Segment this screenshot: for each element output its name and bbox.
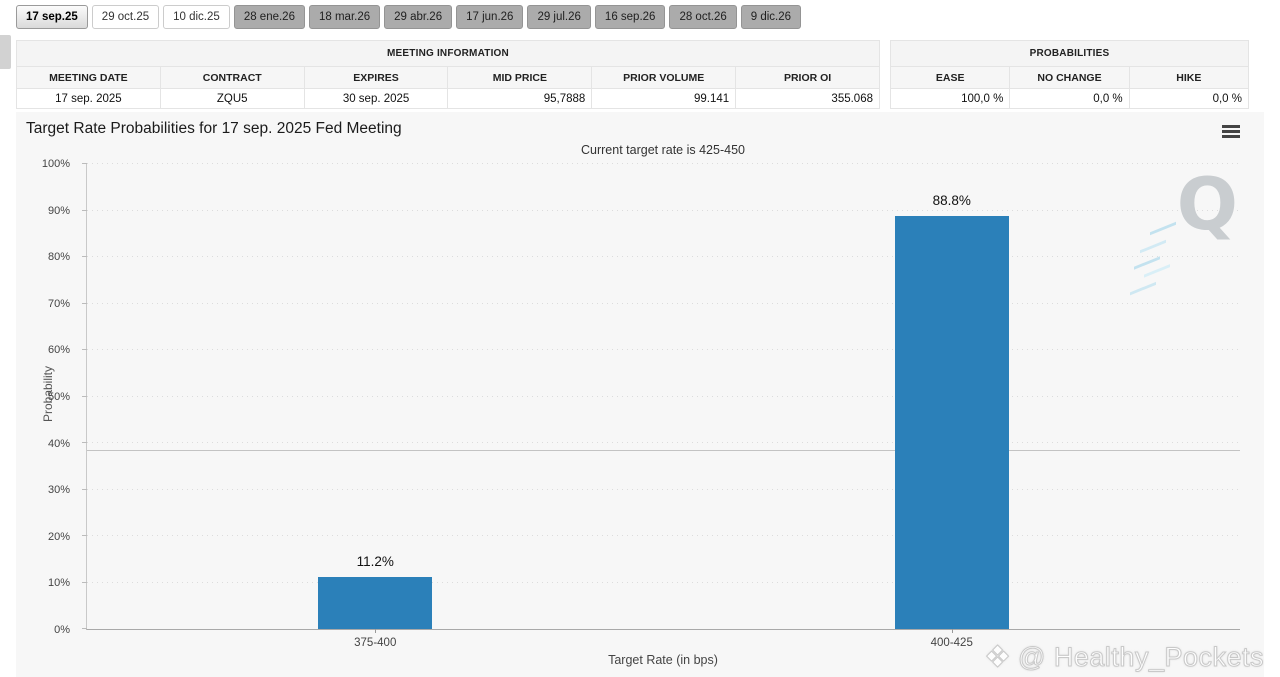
meeting-date-value: 17 sep. 2025 — [16, 88, 161, 109]
gridline — [87, 488, 1240, 490]
chart-panel: Target Rate Probabilities for 17 sep. 20… — [16, 112, 1264, 677]
gridline — [87, 349, 1240, 350]
y-axis-tick-mark — [82, 349, 87, 350]
y-axis-tick-label: 80% — [47, 251, 70, 264]
watermark: ❖ @ Healthy_Pockets — [984, 642, 1264, 673]
mid-price-value: 95,7888 — [447, 88, 593, 109]
reference-line — [87, 450, 1240, 452]
bar-400-425[interactable] — [894, 216, 1009, 629]
x-axis-tick-mark — [375, 629, 377, 633]
col-mid-price: MID PRICE — [447, 66, 593, 89]
y-axis-tick-label: 100% — [41, 158, 70, 170]
bar-375-400[interactable] — [318, 576, 433, 629]
y-axis-tick-label: 20% — [47, 530, 70, 543]
bar-value-label: 11.2% — [356, 553, 394, 569]
y-axis-tick-mark — [82, 535, 87, 536]
hamburger-menu-icon[interactable] — [1222, 125, 1240, 140]
tab-17-jun-26[interactable]: 17 jun.26 — [456, 5, 524, 29]
diamond-compass-icon: ❖ — [984, 640, 1012, 674]
col-hike: HIKE — [1128, 66, 1250, 89]
probabilities-title: PROBABILITIES — [890, 40, 1249, 67]
meeting-date-tabs: 17 sep.25 29 oct.25 10 dic.25 28 ene.26 18 m… — [16, 5, 802, 29]
tab-16-sep-26[interactable]: 16 sep.26 — [594, 5, 666, 29]
tab-18-mar-26[interactable]: 18 mar.26 — [308, 5, 381, 29]
meeting-info-row: 17 sep. 2025 ZQU5 30 sep. 2025 95,7888 9… — [16, 88, 880, 109]
y-axis-tick-mark — [82, 163, 87, 164]
chart-title: Target Rate Probabilities for 17 sep. 20… — [26, 120, 402, 137]
tab-28-oct-26[interactable]: 28 oct.26 — [669, 5, 737, 29]
meeting-information-table: MEETING INFORMATION MEETING DATE CONTRAC… — [16, 40, 880, 109]
meeting-information-title: MEETING INFORMATION — [16, 40, 880, 67]
tab-28-ene-26[interactable]: 28 ene.26 — [233, 5, 305, 29]
prior-oi-value: 355.068 — [735, 88, 880, 109]
chart-subtitle: Current target rate is 425-450 — [581, 143, 745, 157]
y-axis-tick-mark — [82, 395, 87, 397]
watermark-handle: @ Healthy_Pockets — [1017, 642, 1264, 673]
contract-value: ZQU5 — [159, 88, 305, 109]
gridline — [87, 163, 1240, 164]
y-axis-tick-mark — [82, 628, 87, 629]
y-axis-tick-mark — [82, 256, 87, 257]
y-axis-tick-label: 50% — [47, 391, 70, 403]
probabilities-row: 100,0 % 0,0 % 0,0 % — [889, 88, 1250, 109]
y-axis-tick-label: 10% — [47, 577, 70, 590]
gridline — [87, 209, 1240, 211]
x-axis-title: Target Rate (in bps) — [608, 653, 718, 667]
bar-value-label: 88.8% — [932, 193, 971, 209]
y-axis-tick-label: 40% — [47, 437, 70, 450]
gridline — [87, 581, 1240, 583]
gridline — [87, 535, 1240, 536]
quikstrike-logo: Q — [1176, 162, 1238, 246]
tab-29-jul-26[interactable]: 29 jul.26 — [527, 5, 591, 29]
no-change-value: 0,0 % — [1009, 88, 1130, 109]
gridline — [87, 256, 1240, 257]
gridline — [87, 442, 1240, 443]
col-ease: EASE — [889, 66, 1011, 89]
y-axis-tick-mark — [82, 302, 87, 304]
y-axis: 0% 10% 20% 30% 40% 50% 60% 70% 80% 90% 100% — [16, 158, 78, 636]
x-axis-category-label: 375-400 — [354, 637, 397, 649]
y-axis-tick-mark — [82, 209, 87, 211]
tab-29-oct-25[interactable]: 29 oct.25 — [91, 5, 160, 29]
col-no-change: NO CHANGE — [1009, 66, 1130, 89]
probabilities-table: PROBABILITIES EASE NO CHANGE HIKE 100,0 … — [889, 40, 1250, 109]
tab-9-dic-26[interactable]: 9 dic.26 — [740, 5, 802, 29]
y-axis-tick-mark — [82, 442, 87, 443]
gridline — [87, 395, 1240, 397]
y-axis-tick-label: 90% — [47, 204, 70, 217]
y-axis-tick-label: 70% — [47, 297, 70, 310]
y-axis-tick-label: 60% — [47, 344, 70, 357]
col-prior-volume: PRIOR VOLUME — [591, 66, 737, 89]
tab-29-abr-26[interactable]: 29 abr.26 — [384, 5, 453, 29]
x-axis-category-label: 400-425 — [930, 637, 973, 649]
col-meeting-date: MEETING DATE — [16, 66, 161, 89]
tab-17-sep-25[interactable]: 17 sep.25 — [16, 5, 88, 29]
col-expires: EXPIRES — [303, 66, 449, 89]
y-axis-tick-label: 0% — [54, 624, 70, 636]
y-axis-tick-label: 30% — [47, 484, 70, 497]
x-axis-tick-mark — [951, 629, 953, 633]
y-axis-tick-mark — [82, 581, 87, 583]
col-contract: CONTRACT — [159, 66, 305, 89]
col-prior-oi: PRIOR OI — [735, 66, 880, 89]
gridline — [87, 302, 1240, 304]
expires-value: 30 sep. 2025 — [303, 88, 449, 109]
hike-value: 0,0 % — [1128, 88, 1250, 109]
y-axis-tick-mark — [82, 488, 87, 490]
plot-area: 11.2% 375-400 88.8% 400-425 — [82, 163, 1240, 649]
side-panel-handle[interactable] — [0, 35, 11, 69]
prior-volume-value: 99.141 — [591, 88, 737, 109]
ease-value: 100,0 % — [889, 88, 1011, 109]
tab-10-dic-25[interactable]: 10 dic.25 — [163, 5, 230, 29]
